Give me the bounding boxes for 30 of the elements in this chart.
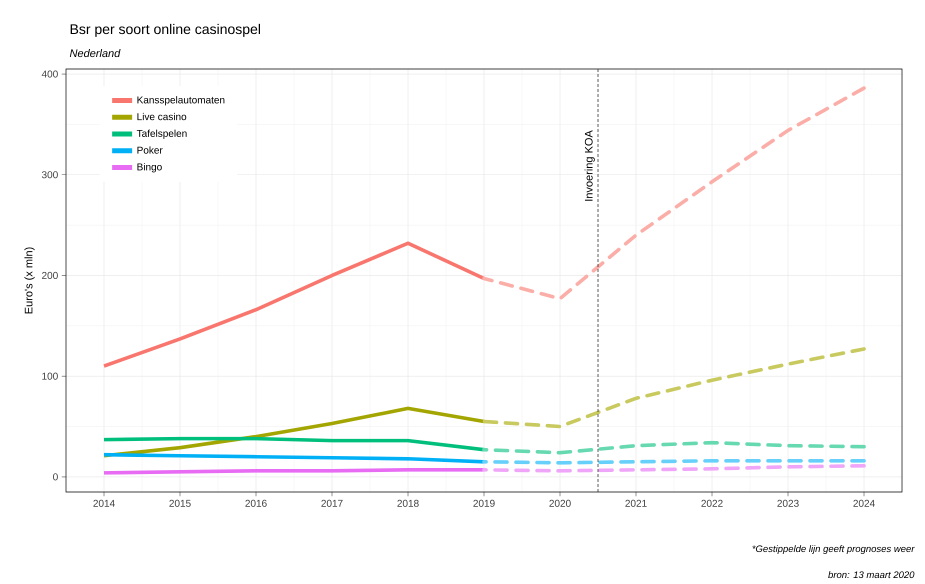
y-tick-label: 200 <box>42 272 58 279</box>
legend-label: Poker <box>137 146 163 154</box>
line-series <box>102 436 486 452</box>
legend-label: Live casino <box>137 112 186 120</box>
x-tick-label: 2020 <box>549 500 571 507</box>
y-tick-label: 0 <box>53 473 58 480</box>
legend-label: Bingo <box>137 163 162 172</box>
legend-label: Tafelspelen <box>136 130 187 139</box>
y-tick-label: 400 <box>42 70 58 78</box>
legend-label: Kansspelautomaten <box>137 96 224 106</box>
y-tick-label: 300 <box>42 171 58 178</box>
y-tick-label: 100 <box>42 372 58 380</box>
x-tick-label: 2017 <box>321 500 343 507</box>
x-tick-label: 2021 <box>625 500 647 507</box>
x-tick-label: 2016 <box>245 500 267 507</box>
text: bron: 13 maart 2020 <box>828 571 914 578</box>
chart-subtitle: Nederland <box>70 49 121 58</box>
x-tick-label: 2015 <box>169 500 191 507</box>
x-tick-label: 2023 <box>777 500 799 507</box>
chart-title: Bsr per soort online casinospel <box>70 24 260 37</box>
line-series <box>102 241 486 368</box>
x-tick-label: 2024 <box>853 500 875 507</box>
x-tick-label: 2022 <box>701 500 723 507</box>
x-tick-label: 2018 <box>397 500 419 507</box>
x-tick-label: 2019 <box>473 500 495 507</box>
x-tick-label: 2014 <box>93 500 115 507</box>
text: *Gestippelde lijn geeft prognoses weer <box>752 545 915 554</box>
ref-line-label: Invoering KOA <box>584 130 595 201</box>
line-series <box>102 452 486 464</box>
y-axis-title: Euro's (x mln) <box>24 247 35 314</box>
